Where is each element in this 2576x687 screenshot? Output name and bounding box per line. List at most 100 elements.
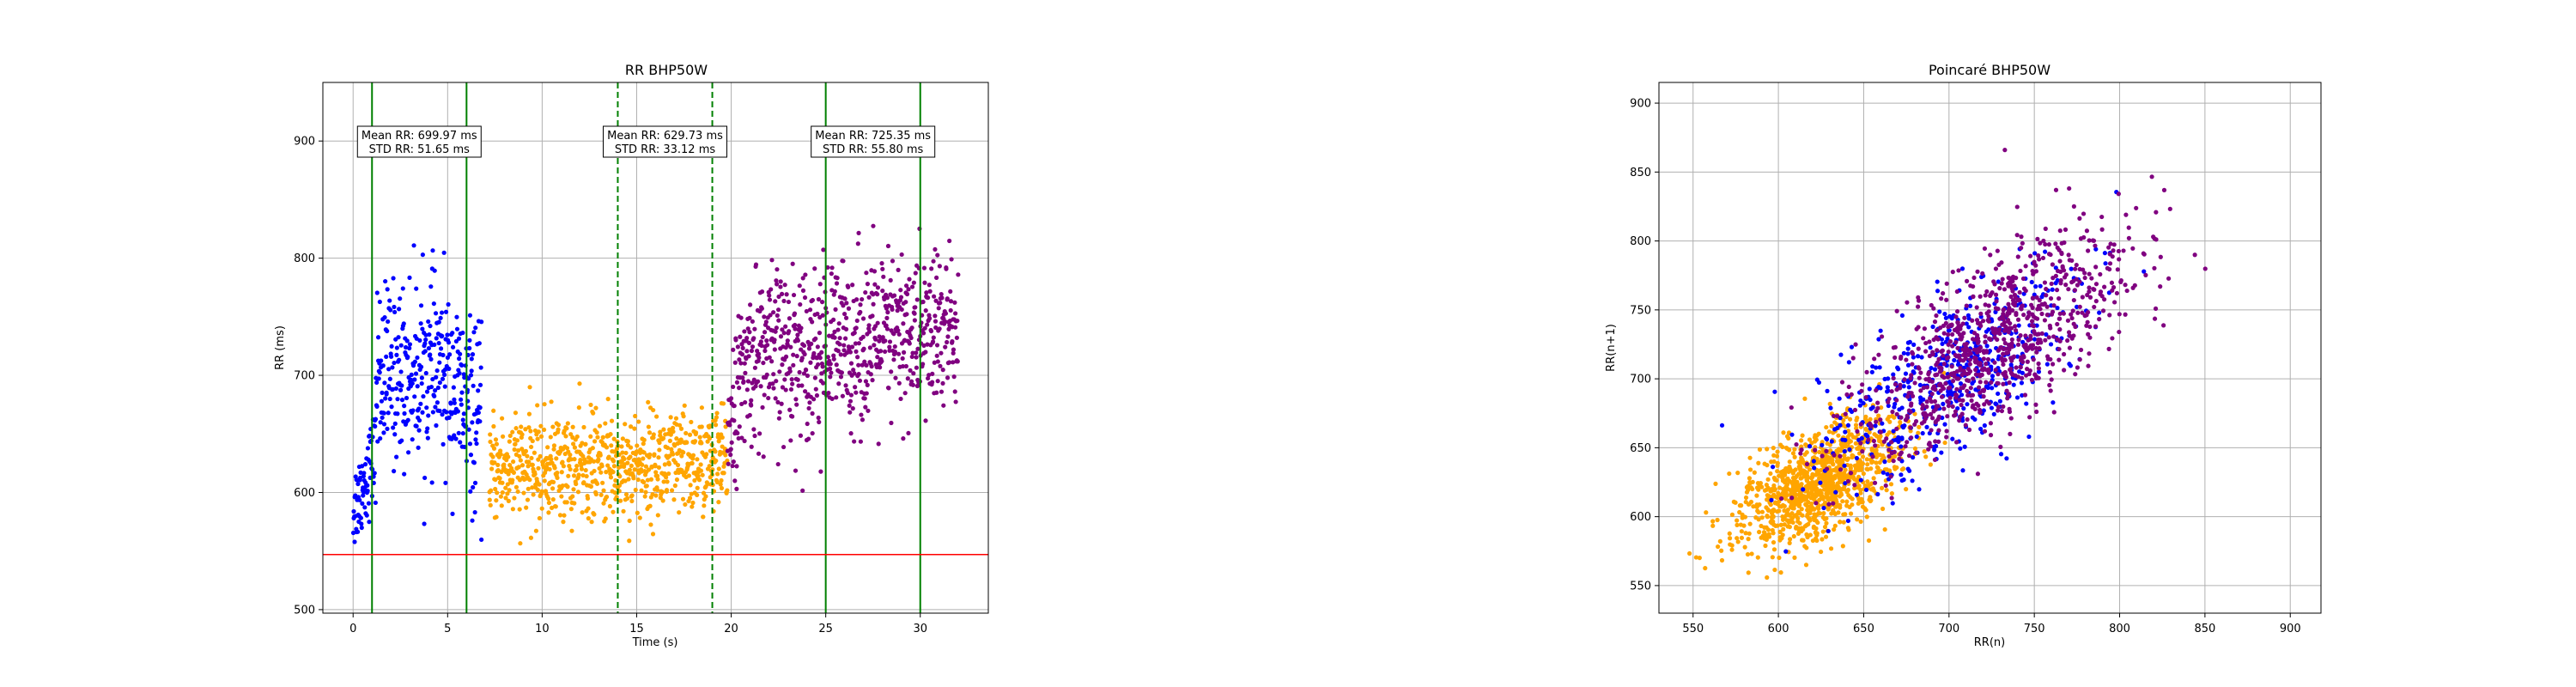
poincare-data-point [1917,375,1922,380]
rr-data-point [735,344,740,350]
poincare-data-point [1960,347,1965,352]
rr-data-point [779,401,784,406]
rr-data-point [588,402,593,408]
rr-data-point [771,372,776,377]
poincare-data-point [1876,337,1881,342]
rr-data-point [467,313,473,318]
rr-data-point [675,462,681,468]
poincare-data-point [1743,531,1748,536]
rr-data-point [794,402,799,407]
poincare-data-point [1884,436,1889,441]
poincare-data-point [2029,319,2035,324]
poincare-data-point [1878,429,1884,435]
poincare-data-point [1812,465,1817,471]
rr-data-point [658,429,663,435]
poincare-data-point [2037,298,2042,303]
rr-data-point [715,471,720,477]
poincare-data-point [1996,372,2001,377]
poincare-data-point [1913,418,1919,424]
rr-data-point [914,365,919,370]
rr-data-point [806,405,811,411]
rr-data-point [387,376,392,381]
poincare-data-point [1886,458,1892,464]
poincare-data-point [1803,562,1809,568]
poincare-data-point [1946,355,1951,360]
rr-data-point [390,365,395,370]
poincare-data-point [1775,463,1780,468]
poincare-data-point [1870,486,1875,491]
rr-data-point [683,502,688,508]
rr-data-point [906,287,911,292]
rr-data-point [928,328,934,334]
rr-data-point [594,430,599,435]
poincare-data-point [1841,512,1846,517]
poincare-data-point [1991,411,1996,416]
rr-data-point [810,319,815,325]
poincare-data-point [2126,235,2131,240]
rr-data-point [669,488,675,493]
rr-data-point [355,481,361,487]
rr-data-point [588,483,594,489]
poincare-data-point [1713,481,1718,486]
poincare-data-point [1946,403,1951,409]
rr-data-point [537,515,542,521]
poincare-data-point [2007,305,2012,311]
poincare-data-point [1795,519,1801,524]
poincare-data-point [1845,518,1851,524]
rr-data-point [740,375,745,380]
poincare-data-point [2057,327,2063,332]
rr-data-point [836,381,841,386]
rr-data-point [581,480,586,485]
rr-data-point [510,477,515,483]
rr-data-point [776,416,781,421]
poincare-data-point [2062,275,2068,280]
poincare-data-point [1789,495,1795,501]
rr-data-point [510,429,515,435]
rr-data-point [879,359,884,364]
poincare-data-point [1928,345,1933,350]
poincare-data-point [1812,480,1817,485]
poincare-data-point [1880,421,1885,426]
rr-data-point [801,343,807,349]
rr-data-point [512,447,517,453]
rr-data-point [699,424,704,429]
rr-data-point [939,291,944,297]
poincare-data-point [2143,272,2148,277]
rr-data-point [947,238,952,244]
poincare-data-point [2097,310,2102,315]
rr-data-point [855,241,860,246]
rr-data-point [521,490,526,495]
poincare-data-point [1955,319,1960,325]
rr-data-point [386,410,391,416]
rr-data-point [470,518,475,523]
rr-data-point [775,399,781,405]
rr-data-point [884,323,889,328]
rr-data-point [921,265,927,271]
poincare-data-point [1886,396,1892,402]
poincare-data-point [1864,457,1869,462]
poincare-data-point [1975,332,1980,338]
poincare-data-point [2038,283,2043,289]
rr-data-point [565,421,570,426]
rr-data-point [423,370,428,376]
rr-data-point [855,355,860,360]
poincare-data-point [2158,254,2163,259]
poincare-data-point [1860,454,1866,459]
rr-data-point [515,489,520,495]
rr-data-point [494,498,499,503]
poincare-data-point [1978,426,1984,432]
rr-data-point [707,435,713,441]
poincare-data-point [1785,512,1790,517]
poincare-data-point [1861,471,1866,477]
poincare-data-point [2020,339,2026,344]
rr-data-point [749,444,754,449]
poincare-data-point [1974,401,1979,406]
poincare-data-point [1842,463,1847,468]
rr-data-point [759,306,764,311]
poincare-data-point [1811,525,1816,531]
rr-data-point [445,332,450,337]
poincare-data-point [2090,238,2095,243]
rr-data-point [793,326,798,331]
rr-data-point [447,352,453,357]
rr-data-point [611,459,617,464]
